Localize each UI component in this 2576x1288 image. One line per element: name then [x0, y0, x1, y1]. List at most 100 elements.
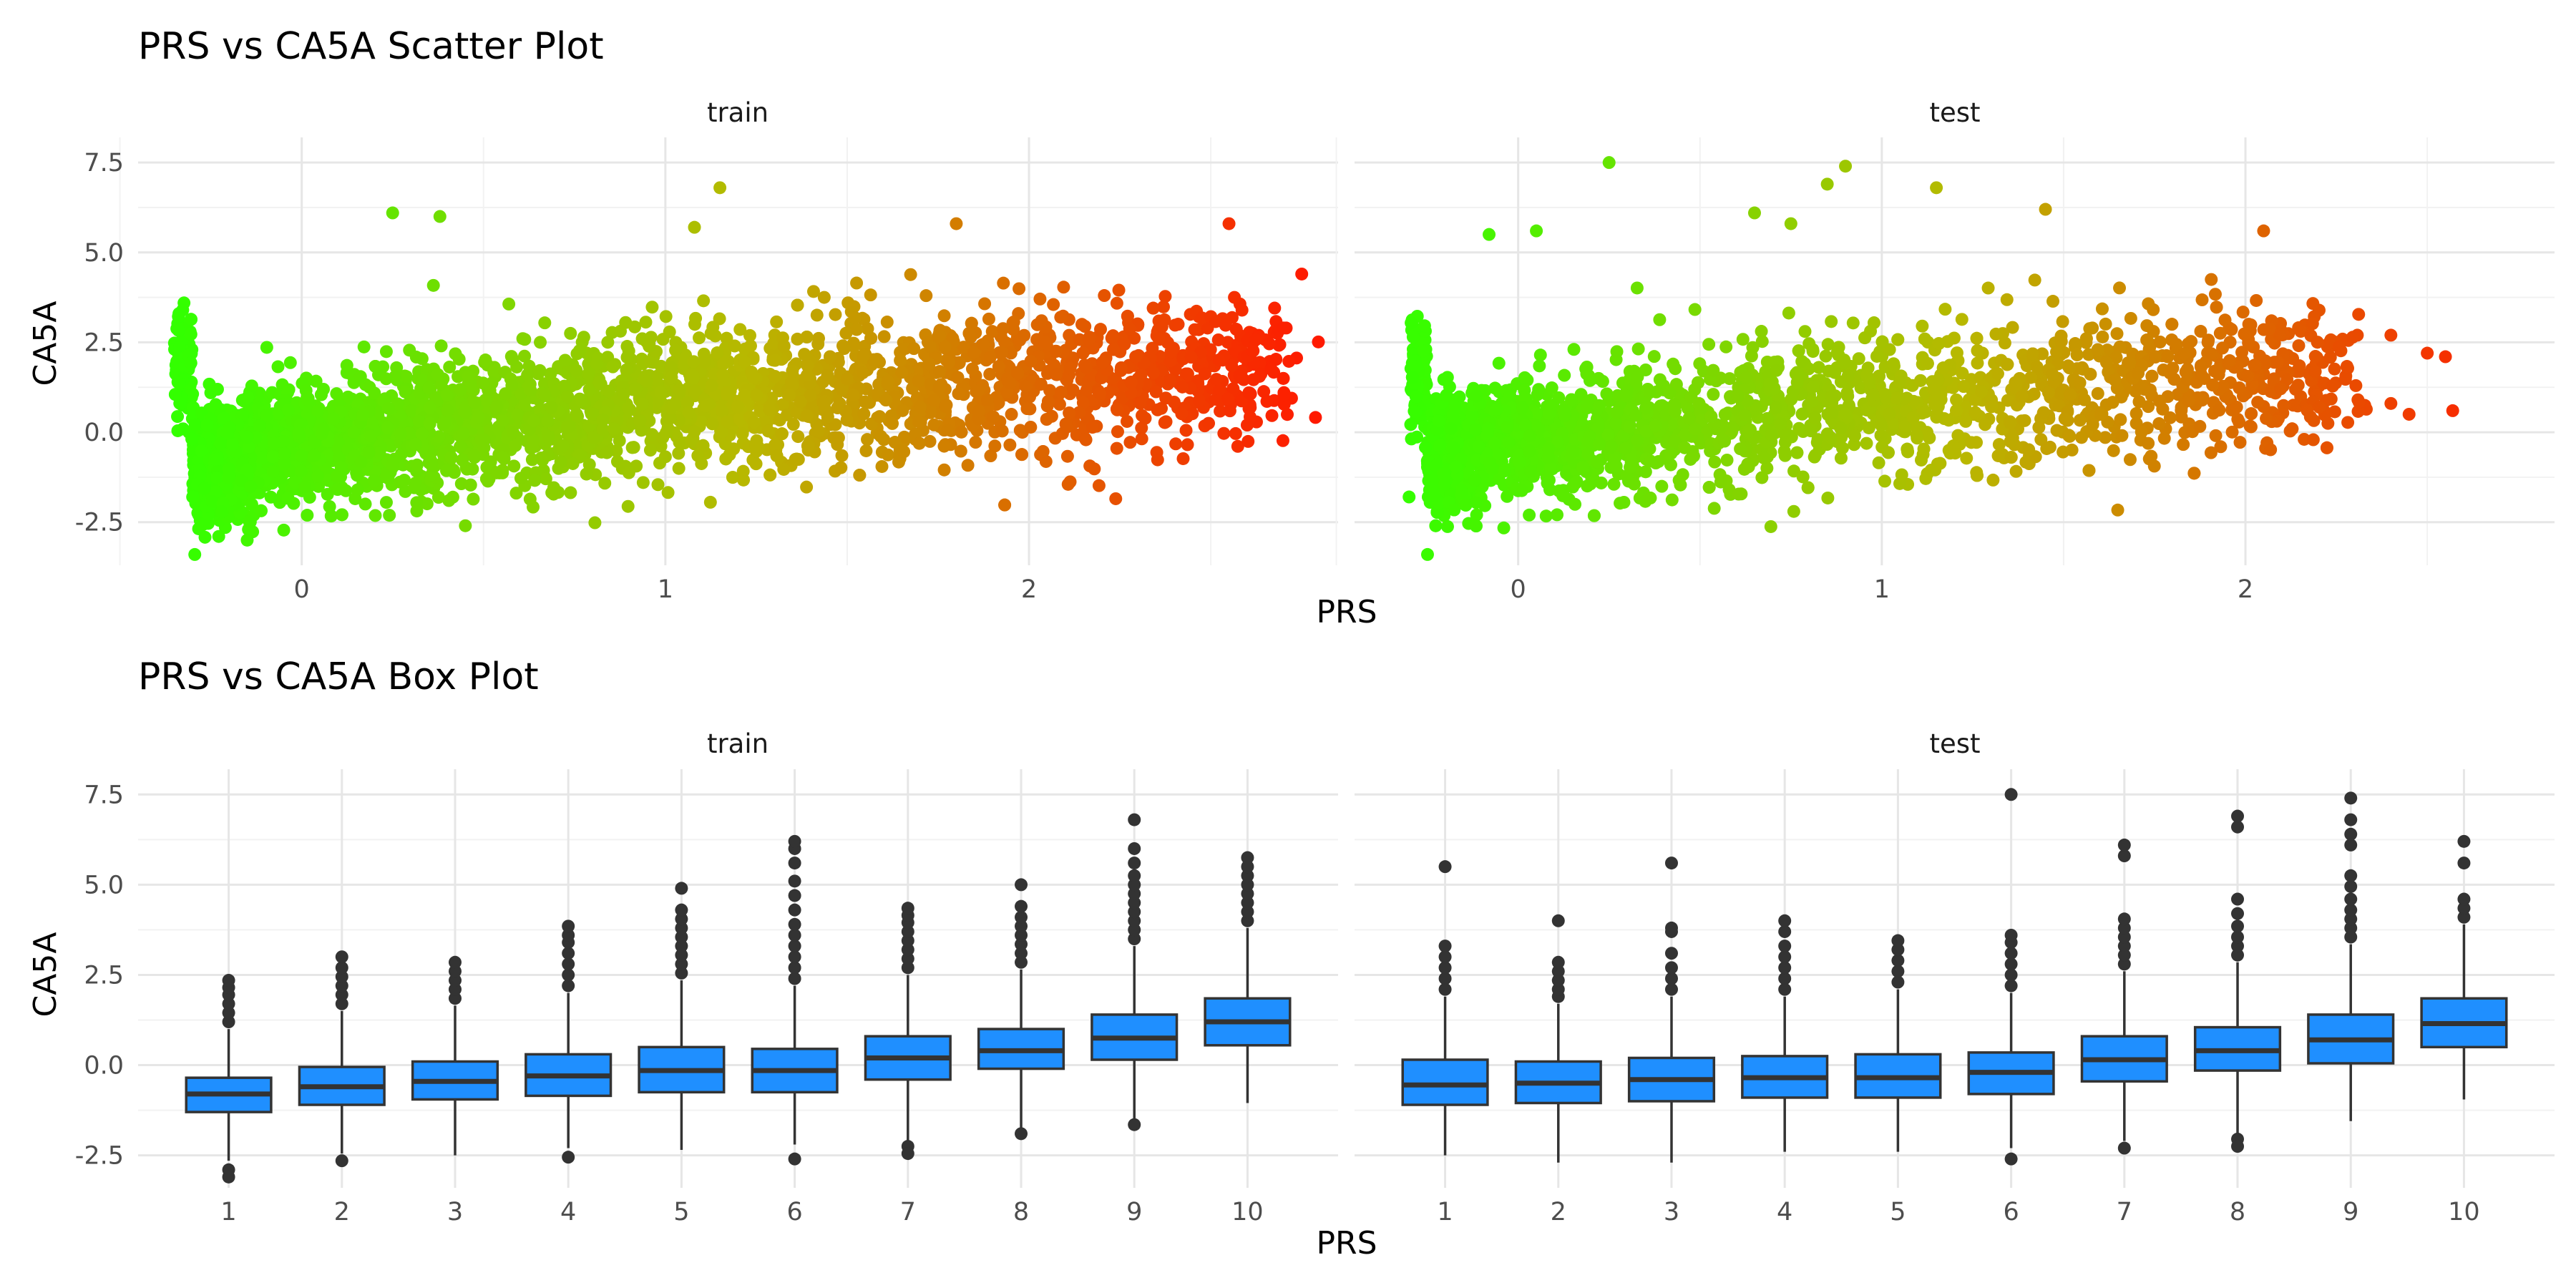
scatter-point [440, 389, 454, 402]
scatter-point [997, 276, 1010, 290]
scatter-point [580, 467, 593, 481]
scatter-point [554, 455, 567, 469]
scatter-point [806, 285, 820, 298]
scatter-point [656, 333, 670, 346]
scatter-point [1169, 437, 1183, 451]
scatter-point [185, 432, 199, 446]
scatter-point [330, 470, 343, 484]
scatter-point [506, 353, 519, 366]
scatter-point [1157, 300, 1171, 313]
scatter-point [721, 415, 734, 429]
scatter-point [490, 400, 504, 414]
scatter-point [2124, 311, 2137, 325]
scatter-point [507, 459, 521, 473]
scatter-point [457, 426, 470, 440]
scatter-point [1083, 333, 1096, 346]
scatter-point [381, 421, 394, 434]
scatter-point [209, 485, 223, 499]
scatter-point [1470, 508, 1483, 522]
scatter-point [800, 480, 814, 494]
scatter-point [932, 329, 946, 343]
scatter-point [281, 403, 295, 416]
x-tick-label: 0 [294, 575, 310, 604]
scatter-point [1202, 416, 1216, 430]
scatter-point [243, 514, 256, 528]
scatter-point [1204, 343, 1217, 356]
scatter-point [821, 369, 834, 382]
scatter-point [817, 291, 831, 304]
scatter-point [410, 496, 424, 509]
scatter-point [1015, 448, 1029, 462]
scatter-point [672, 447, 686, 460]
scatter-point [781, 408, 794, 421]
scatter-point [422, 381, 436, 395]
scatter-point [1133, 396, 1147, 410]
scatter-point [1631, 342, 1645, 356]
scatter-point [1146, 341, 1159, 355]
scatter-point [1808, 449, 1822, 462]
scatter-point [518, 333, 532, 346]
scatter-point [769, 369, 782, 383]
scatter-point [434, 339, 448, 353]
scatter-point [171, 410, 185, 424]
scatter-point [1041, 394, 1055, 408]
scatter-point [1118, 338, 1131, 351]
scatter-point [351, 469, 364, 482]
scatter-point [1745, 349, 1758, 363]
scatter-point [1607, 477, 1621, 491]
scatter-point [896, 404, 909, 417]
scatter-point [1054, 386, 1068, 399]
scatter-point [218, 411, 231, 425]
scatter-point [241, 391, 255, 404]
scatter-point [952, 356, 966, 370]
scatter-point [1834, 452, 1848, 465]
scatter-point [1040, 413, 1053, 426]
scatter-point [1277, 371, 1290, 385]
scatter-point [1059, 417, 1073, 431]
scatter-point [244, 480, 258, 494]
scatter-point [2032, 421, 2046, 434]
scatter-point [995, 424, 1009, 438]
scatter-strip-train: train [707, 97, 769, 128]
scatter-point [777, 339, 791, 353]
scatter-point [1257, 385, 1271, 399]
scatter-point [660, 426, 673, 439]
scatter-point [937, 463, 951, 477]
scatter-point [663, 411, 677, 425]
scatter-point [437, 416, 451, 430]
scatter-point [195, 406, 208, 420]
scatter-point [791, 430, 805, 444]
scatter-point [977, 338, 990, 351]
scatter-point [1053, 398, 1066, 411]
scatter-point [176, 422, 190, 436]
scatter-point [1497, 521, 1511, 535]
scatter-point [1277, 389, 1291, 402]
scatter-point [877, 330, 891, 343]
scatter-point [673, 436, 686, 449]
scatter-point [443, 360, 457, 374]
scatter-point [564, 326, 577, 340]
scatter-point [186, 490, 200, 504]
scatter-point [1217, 426, 1231, 440]
scatter-point [980, 393, 994, 406]
scatter-point [996, 322, 1010, 336]
scatter-point [558, 353, 572, 367]
scatter-point [969, 436, 982, 449]
scatter-point [857, 349, 871, 363]
scatter-point [694, 415, 708, 429]
scatter-point [1960, 452, 1974, 465]
scatter-point [245, 497, 258, 511]
scatter-panel-train: 0 1 2-2.50.02.55.07.5 [75, 137, 1338, 604]
scatter-point [277, 434, 291, 448]
scatter-point [1076, 396, 1090, 409]
scatter-point [2194, 325, 2207, 338]
scatter-point [487, 365, 501, 379]
scatter-point [747, 371, 761, 384]
scatter-point [253, 419, 267, 432]
scatter-point [267, 436, 280, 450]
scatter-point [1933, 457, 1947, 470]
scatter-point [1249, 333, 1263, 346]
scatter-point [184, 328, 197, 341]
scatter-point [1146, 301, 1160, 315]
scatter-point [2273, 328, 2287, 341]
